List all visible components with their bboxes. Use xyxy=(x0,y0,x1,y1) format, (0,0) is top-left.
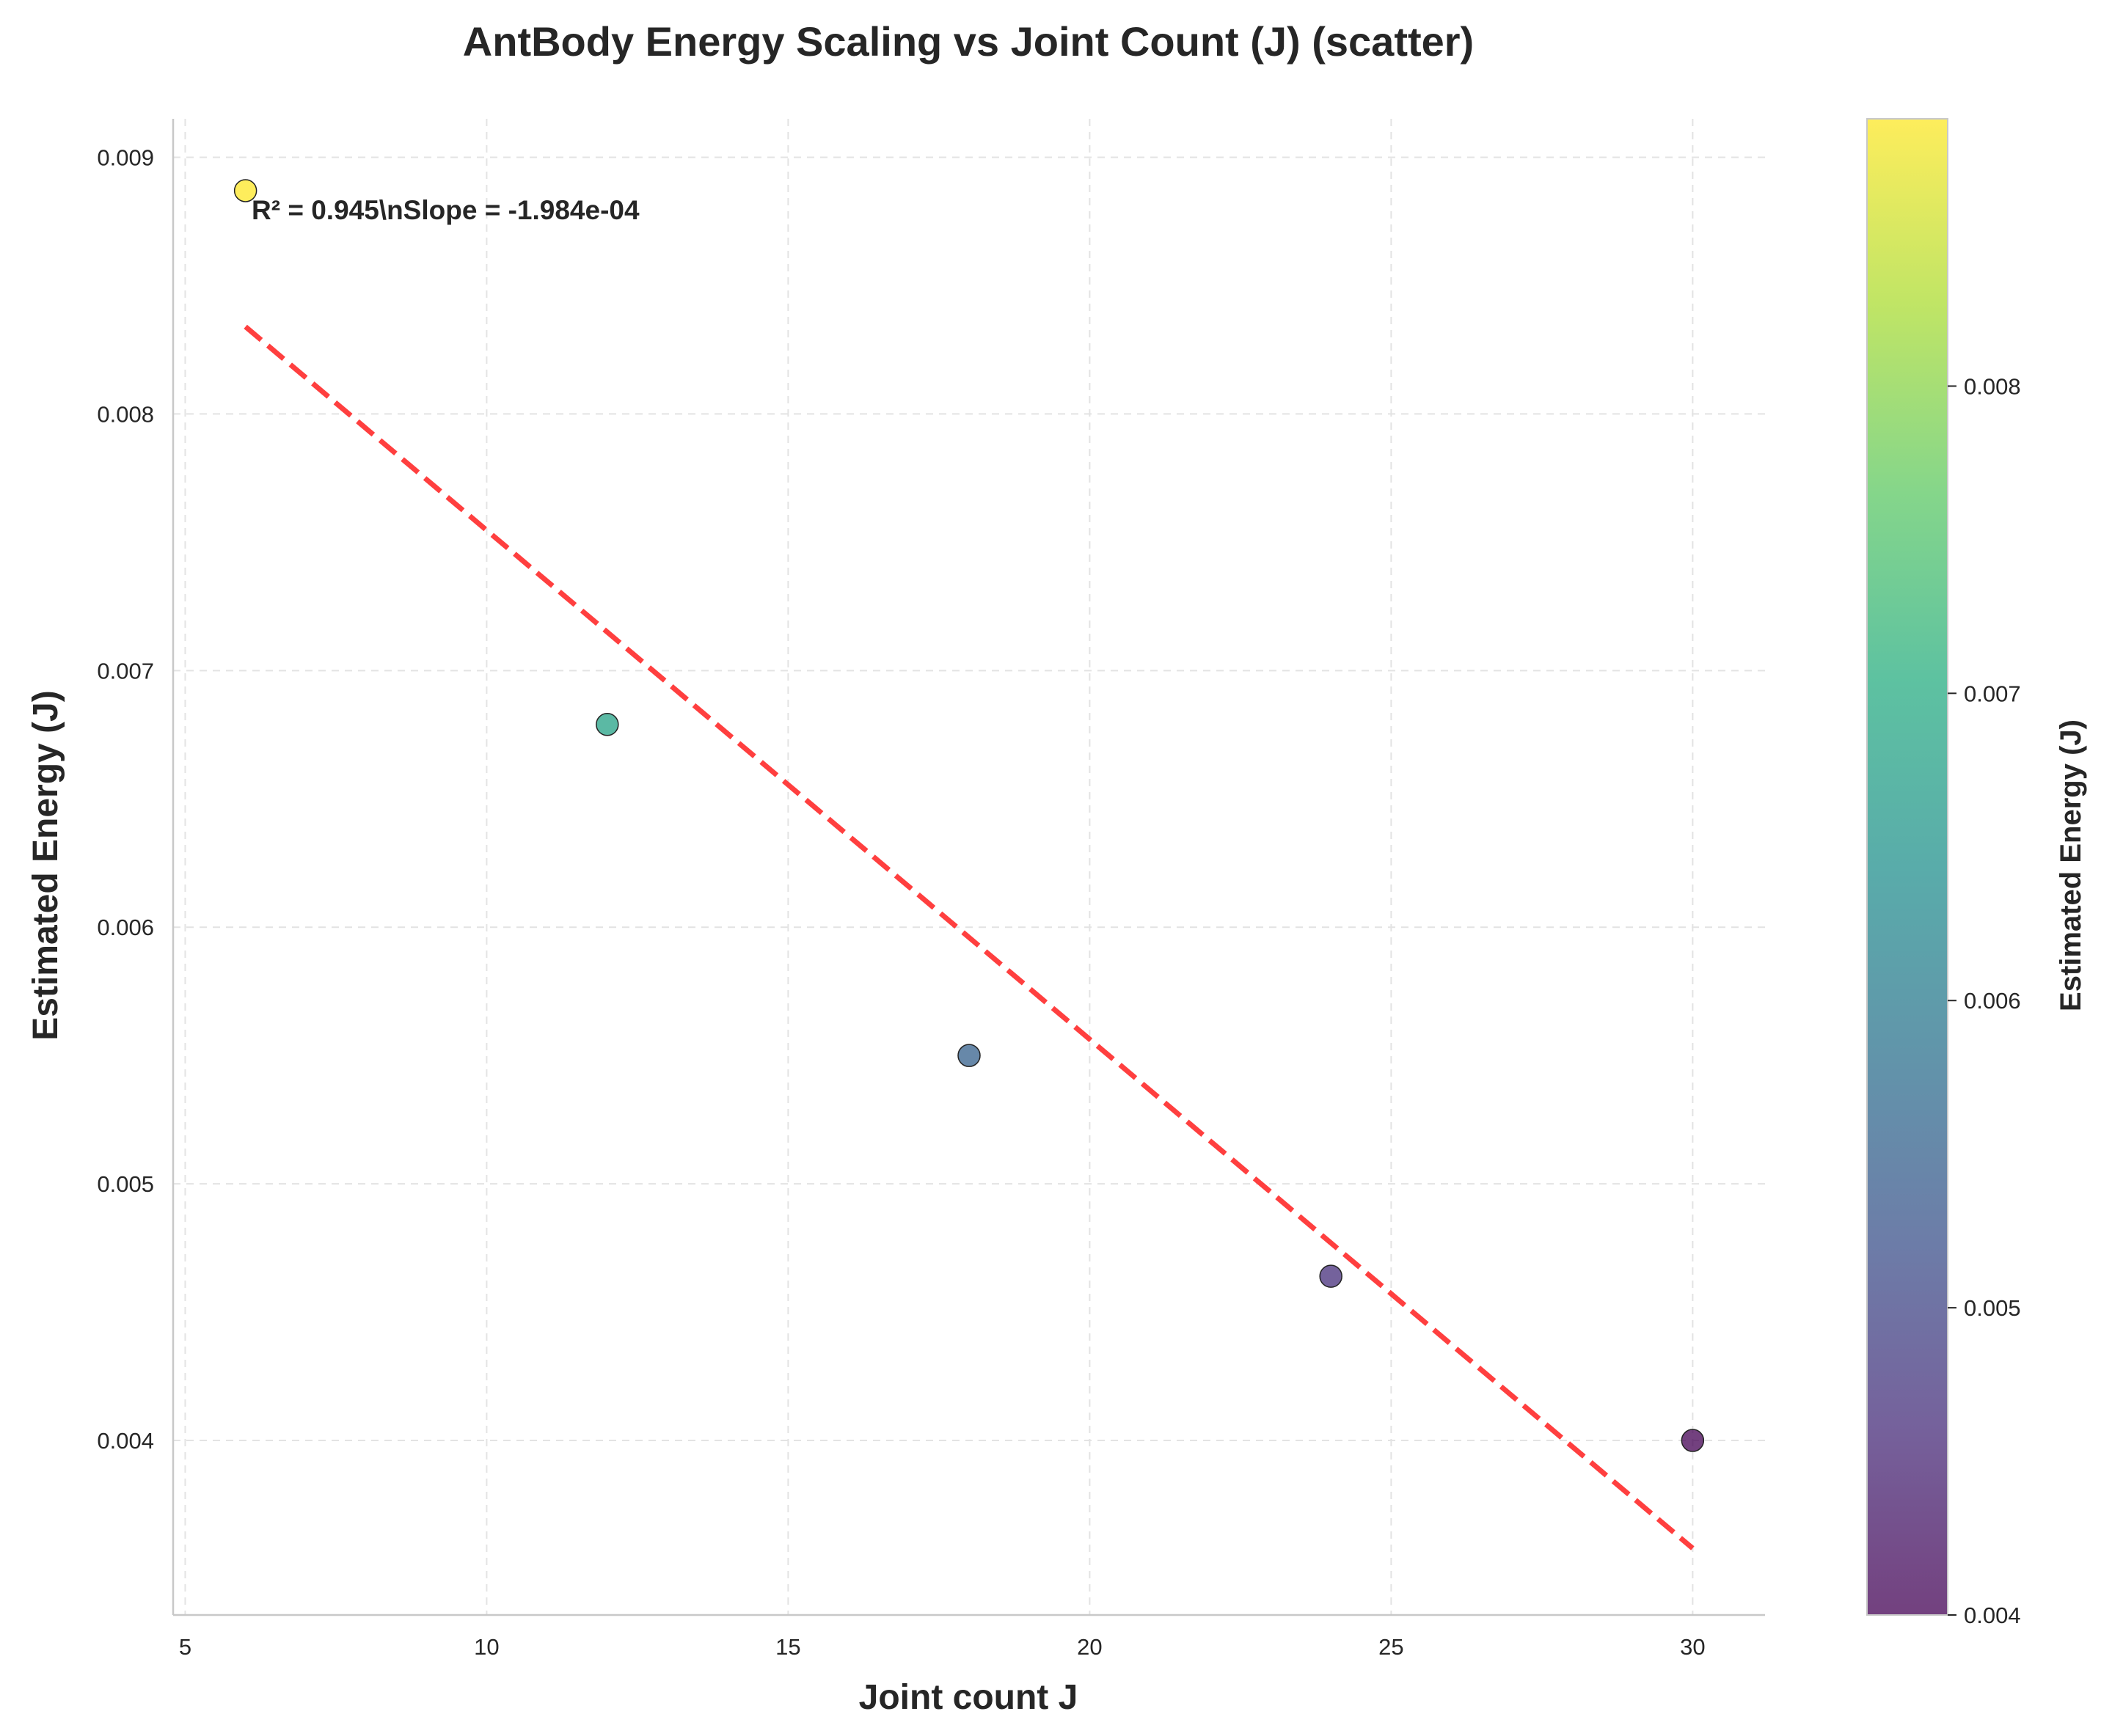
y-tick-label: 0.007 xyxy=(97,658,154,684)
y-tick-label: 0.005 xyxy=(97,1171,154,1197)
data-point xyxy=(957,1044,981,1067)
colorbar-gradient xyxy=(1866,118,1948,1616)
chart-title: AntBody Energy Scaling vs Joint Count (J… xyxy=(463,18,1474,65)
y-tick-label: 0.006 xyxy=(97,915,154,940)
colorbar-title: Estimated Energy (J) xyxy=(2055,719,2087,1011)
x-axis-title: Joint count J xyxy=(859,1678,1078,1717)
x-tick-label: 30 xyxy=(1680,1634,1705,1660)
annotation-text: R² = 0.945\nSlope = -1.984e-04 xyxy=(252,195,640,225)
x-tick-labels: 5 10 15 20 25 30 xyxy=(179,1634,1706,1660)
x-tick-label: 25 xyxy=(1378,1634,1403,1660)
colorbar xyxy=(1866,118,1948,1616)
y-tick-labels: 0.004 0.005 0.006 0.007 0.008 0.009 xyxy=(97,144,154,1454)
data-point xyxy=(596,713,619,736)
colorbar-ticks: 0.004 0.005 0.006 0.007 0.008 xyxy=(1948,373,2021,1628)
data-point xyxy=(1319,1264,1342,1288)
x-tick-label: 20 xyxy=(1077,1634,1102,1660)
data-point xyxy=(1681,1429,1705,1452)
data-point xyxy=(233,179,257,202)
colorbar-tick-label: 0.007 xyxy=(1964,681,2021,706)
trend-line xyxy=(244,324,1695,1550)
colorbar-tick-label: 0.006 xyxy=(1964,988,2021,1014)
x-tick-label: 5 xyxy=(179,1634,191,1660)
x-tick-label: 15 xyxy=(775,1634,800,1660)
y-tick-label: 0.009 xyxy=(97,144,154,170)
grid-lines xyxy=(173,119,1765,1615)
colorbar-tick-label: 0.005 xyxy=(1964,1295,2021,1321)
colorbar-tick-label: 0.004 xyxy=(1964,1603,2021,1628)
colorbar-tick-label: 0.008 xyxy=(1964,373,2021,399)
data-points xyxy=(233,179,1705,1452)
axes xyxy=(172,119,1765,1616)
trendline-layer xyxy=(244,324,1695,1550)
y-axis-title: Estimated Energy (J) xyxy=(26,690,65,1040)
y-tick-label: 0.008 xyxy=(97,401,154,427)
y-tick-label: 0.004 xyxy=(97,1428,154,1454)
x-tick-label: 10 xyxy=(474,1634,499,1660)
